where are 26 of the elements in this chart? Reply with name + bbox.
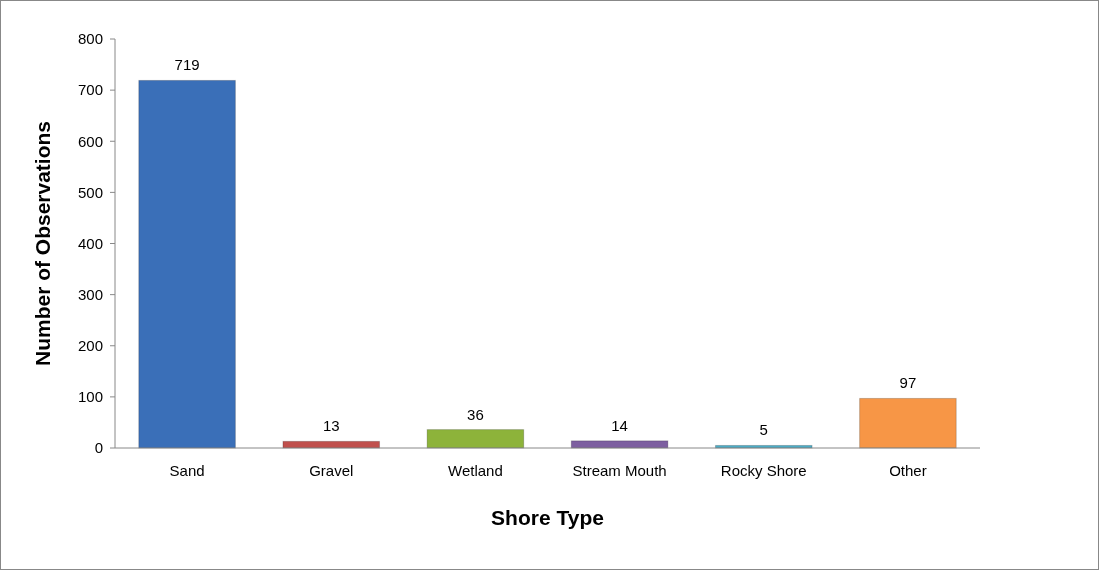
x-tick-label: Gravel [309,462,354,479]
y-tick-label: 700 [77,81,103,99]
bar [426,429,525,449]
y-tick-label: 300 [77,285,103,303]
y-tick-label: 200 [77,337,103,354]
x-tick-label: Sand [169,462,205,479]
data-label: 97 [899,374,917,392]
x-tick-label: Wetland [448,462,503,479]
bar [859,397,957,449]
y-tick-label: 400 [77,234,103,252]
data-label: 13 [322,417,340,435]
y-axis-title: Number of Observations [31,120,54,367]
y-tick-label: 600 [77,132,103,150]
x-axis-title: Shore Type [491,506,604,529]
x-tick-label: Other [889,462,927,479]
y-tick-label: 0 [94,439,103,457]
y-tick-label: 500 [77,183,103,201]
x-tick-label: Rocky Shore [720,462,807,479]
data-label: 5 [759,421,768,439]
data-label: 14 [611,416,628,434]
bar [138,79,236,449]
y-tick-label: 800 [77,30,103,48]
data-label: 719 [174,56,200,74]
y-tick-label: 100 [77,388,103,406]
data-label: 36 [467,405,484,423]
x-tick-label: Stream Mouth [572,462,667,479]
